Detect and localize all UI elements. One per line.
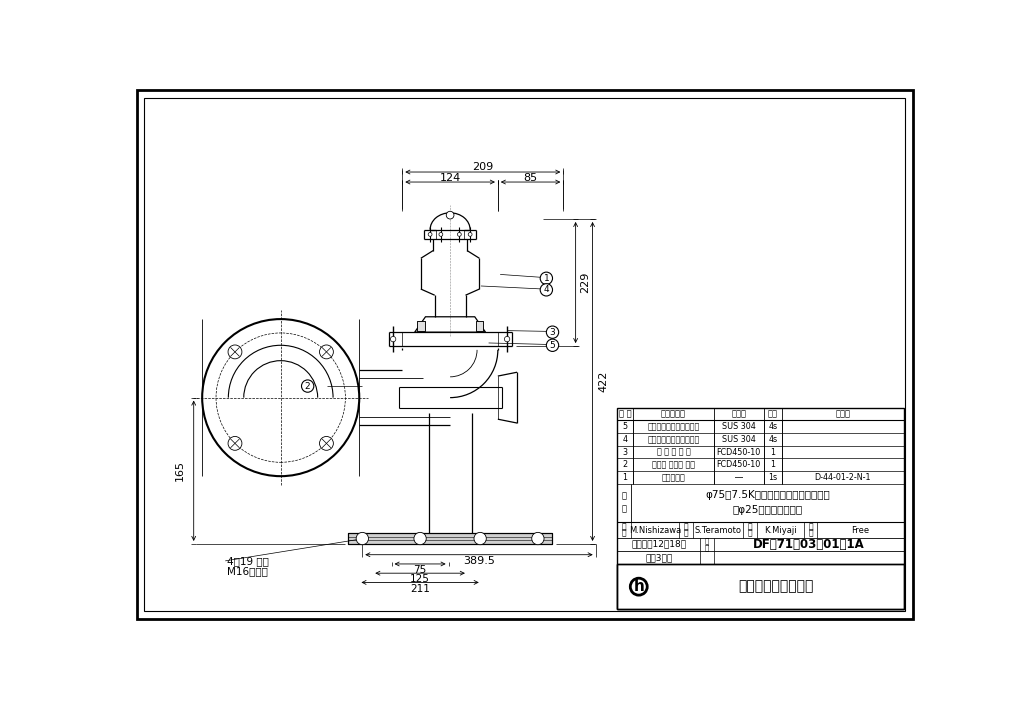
Text: 229: 229 — [580, 272, 590, 293]
Text: 挿入式 計測器 短管: 挿入式 計測器 短管 — [652, 461, 695, 470]
Text: S.Teramoto: S.Teramoto — [694, 526, 741, 534]
Text: 3: 3 — [550, 328, 555, 337]
Bar — [417, 322, 425, 331]
Circle shape — [505, 336, 510, 342]
Text: 空 気 弁 曲 管: 空 気 弁 曲 管 — [656, 448, 690, 456]
Circle shape — [414, 532, 426, 545]
Circle shape — [474, 532, 486, 545]
Text: M.Nishizawa: M.Nishizawa — [629, 526, 681, 534]
Circle shape — [228, 437, 242, 450]
Text: 第〃3角法: 第〃3角法 — [645, 553, 673, 562]
Text: 急速空気弁: 急速空気弁 — [662, 473, 685, 482]
Bar — [417, 322, 425, 331]
Text: 部　品　名: 部 品 名 — [660, 409, 686, 418]
Text: 3: 3 — [623, 448, 628, 456]
Text: 4s: 4s — [768, 435, 777, 444]
Circle shape — [301, 380, 313, 392]
Text: 165: 165 — [175, 461, 185, 482]
Text: 5: 5 — [550, 340, 555, 350]
Bar — [475, 322, 483, 331]
Circle shape — [390, 336, 396, 342]
Circle shape — [547, 339, 559, 352]
Circle shape — [319, 345, 334, 359]
Text: DF－71－03－01－1A: DF－71－03－01－1A — [753, 538, 865, 551]
Text: 211: 211 — [411, 583, 430, 594]
Circle shape — [319, 437, 334, 450]
Text: 備　考: 備 考 — [836, 409, 850, 418]
Bar — [617, 564, 903, 609]
Circle shape — [541, 284, 553, 296]
Text: SUS 304: SUS 304 — [722, 422, 756, 431]
Bar — [617, 564, 903, 609]
Text: 令和３年12月18日: 令和３年12月18日 — [631, 540, 686, 549]
Text: 1: 1 — [770, 448, 775, 456]
Text: K.Miyaji: K.Miyaji — [764, 526, 797, 534]
Text: 2: 2 — [623, 461, 628, 470]
Text: FCD450-10: FCD450-10 — [717, 461, 761, 470]
Circle shape — [468, 232, 472, 237]
Text: 4: 4 — [623, 435, 628, 444]
Circle shape — [446, 211, 454, 219]
Text: 製: 製 — [622, 522, 627, 531]
Bar — [348, 533, 552, 544]
Text: Free: Free — [852, 526, 869, 534]
Text: FCD450-10: FCD450-10 — [717, 448, 761, 456]
Text: 85: 85 — [523, 173, 538, 183]
Text: 422: 422 — [598, 371, 608, 392]
Circle shape — [541, 272, 553, 284]
Text: （φ25急速空気弁付）: （φ25急速空気弁付） — [732, 505, 803, 515]
Bar — [475, 322, 483, 331]
Text: 2: 2 — [305, 382, 310, 390]
Text: 尺: 尺 — [808, 522, 813, 531]
Circle shape — [356, 532, 369, 545]
Bar — [348, 533, 552, 544]
Circle shape — [228, 345, 242, 359]
Bar — [617, 408, 903, 609]
Text: 審: 審 — [749, 522, 753, 531]
Text: 千代田工業株式会社: 千代田工業株式会社 — [738, 580, 813, 594]
Text: 品 番: 品 番 — [618, 409, 631, 418]
Text: 124: 124 — [439, 173, 461, 183]
Text: 1: 1 — [770, 461, 775, 470]
Circle shape — [458, 232, 461, 237]
Circle shape — [547, 326, 559, 338]
Text: h: h — [633, 579, 644, 594]
Circle shape — [428, 232, 432, 237]
Text: 度: 度 — [808, 529, 813, 538]
Text: 4s: 4s — [768, 422, 777, 431]
Text: D-44-01-2-N-1: D-44-01-2-N-1 — [814, 473, 871, 482]
Circle shape — [439, 232, 442, 237]
Text: 図
番: 図 番 — [706, 537, 710, 552]
Text: 植込ボルト・ナット座金: 植込ボルト・ナット座金 — [647, 422, 699, 431]
Text: φ75－7.5K　挿入式計測器取付用短管: φ75－7.5K 挿入式計測器取付用短管 — [705, 491, 829, 501]
Text: 個数: 個数 — [768, 409, 778, 418]
Text: 1: 1 — [623, 473, 628, 482]
Text: 図: 図 — [683, 529, 688, 538]
Text: 4－19 キリ: 4－19 キリ — [226, 556, 268, 566]
Text: 1s: 1s — [768, 473, 777, 482]
Text: 125: 125 — [411, 574, 430, 584]
Circle shape — [531, 532, 544, 545]
Text: SUS 304: SUS 304 — [722, 435, 756, 444]
Text: 写: 写 — [683, 522, 688, 531]
Text: 4: 4 — [544, 285, 549, 294]
Text: ―: ― — [735, 473, 742, 482]
Text: 5: 5 — [623, 422, 628, 431]
Text: 209: 209 — [472, 162, 494, 173]
Circle shape — [631, 578, 647, 595]
Text: 材　料: 材 料 — [731, 409, 746, 418]
Text: 1: 1 — [544, 274, 549, 283]
Text: 389.5: 389.5 — [463, 556, 495, 566]
Text: 図: 図 — [622, 529, 627, 538]
Text: 75: 75 — [414, 565, 427, 575]
Text: 名: 名 — [622, 505, 627, 513]
Text: M16ボルト: M16ボルト — [226, 566, 267, 576]
Text: 六角ボルト・ナット座金: 六角ボルト・ナット座金 — [647, 435, 699, 444]
Text: 査: 査 — [749, 529, 753, 538]
Text: 図: 図 — [622, 491, 627, 500]
